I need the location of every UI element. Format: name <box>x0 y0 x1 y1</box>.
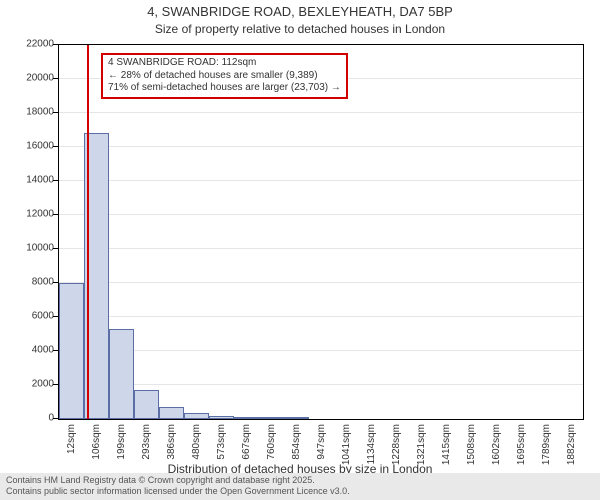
y-tick-label: 4000 <box>14 345 54 356</box>
x-tick-label: 480sqm <box>191 424 202 460</box>
y-tick-label: 20000 <box>14 73 54 84</box>
histogram-bar <box>59 283 84 419</box>
x-tick-label: 1041sqm <box>341 424 352 465</box>
y-tick-label: 18000 <box>14 107 54 118</box>
y-tick-label: 0 <box>14 413 54 424</box>
y-tick-label: 22000 <box>14 39 54 50</box>
gridline <box>59 248 583 249</box>
x-tick-label: 947sqm <box>316 424 327 460</box>
x-tick-label: 12sqm <box>66 424 77 454</box>
annotation-line-1: 4 SWANBRIDGE ROAD: 112sqm <box>108 57 341 70</box>
histogram-bar <box>159 407 184 419</box>
gridline <box>59 112 583 113</box>
x-tick-label: 1415sqm <box>441 424 452 465</box>
gridline <box>59 316 583 317</box>
gridline <box>59 146 583 147</box>
y-tick-label: 2000 <box>14 379 54 390</box>
gridline <box>59 384 583 385</box>
histogram-bar <box>209 416 234 419</box>
x-tick-label: 1321sqm <box>416 424 427 465</box>
y-tick-label: 6000 <box>14 311 54 322</box>
x-tick-label: 199sqm <box>116 424 127 460</box>
property-marker-line <box>87 45 89 419</box>
histogram-bar <box>109 329 134 419</box>
gridline <box>59 350 583 351</box>
x-tick-label: 386sqm <box>166 424 177 460</box>
x-tick-label: 106sqm <box>91 424 102 460</box>
y-tick-label: 12000 <box>14 209 54 220</box>
x-tick-label: 1508sqm <box>466 424 477 465</box>
gridline <box>59 180 583 181</box>
chart-title: 4, SWANBRIDGE ROAD, BEXLEYHEATH, DA7 5BP <box>0 4 600 19</box>
x-tick-label: 573sqm <box>216 424 227 460</box>
plot-area: 4 SWANBRIDGE ROAD: 112sqm ← 28% of detac… <box>58 44 584 420</box>
annotation-line-2: ← 28% of detached houses are smaller (9,… <box>108 70 341 83</box>
annotation-line-3: 71% of semi-detached houses are larger (… <box>108 82 341 95</box>
histogram-bar <box>284 417 309 419</box>
x-tick-label: 1882sqm <box>566 424 577 465</box>
gridline <box>59 282 583 283</box>
annotation-box: 4 SWANBRIDGE ROAD: 112sqm ← 28% of detac… <box>101 53 348 99</box>
histogram-bar <box>184 413 209 419</box>
x-tick-label: 1228sqm <box>391 424 402 465</box>
y-tick-label: 16000 <box>14 141 54 152</box>
x-tick-label: 854sqm <box>291 424 302 460</box>
x-tick-label: 1134sqm <box>366 424 377 464</box>
histogram-chart: 4, SWANBRIDGE ROAD, BEXLEYHEATH, DA7 5BP… <box>0 0 600 500</box>
y-tick-label: 10000 <box>14 243 54 254</box>
x-tick-label: 293sqm <box>141 424 152 460</box>
histogram-bar <box>234 417 259 419</box>
y-tick-label: 14000 <box>14 175 54 186</box>
histogram-bar <box>259 417 284 419</box>
footer-attribution: Contains HM Land Registry data © Crown c… <box>0 473 600 500</box>
histogram-bar <box>134 390 159 419</box>
y-tick-label: 8000 <box>14 277 54 288</box>
x-tick-label: 667sqm <box>241 424 252 460</box>
x-tick-label: 1695sqm <box>516 424 527 465</box>
gridline <box>59 214 583 215</box>
chart-subtitle: Size of property relative to detached ho… <box>0 22 600 36</box>
x-tick-label: 1789sqm <box>541 424 552 465</box>
footer-line-1: Contains HM Land Registry data © Crown c… <box>6 475 594 486</box>
footer-line-2: Contains public sector information licen… <box>6 486 594 497</box>
x-tick-label: 760sqm <box>266 424 277 460</box>
x-tick-label: 1602sqm <box>491 424 502 465</box>
